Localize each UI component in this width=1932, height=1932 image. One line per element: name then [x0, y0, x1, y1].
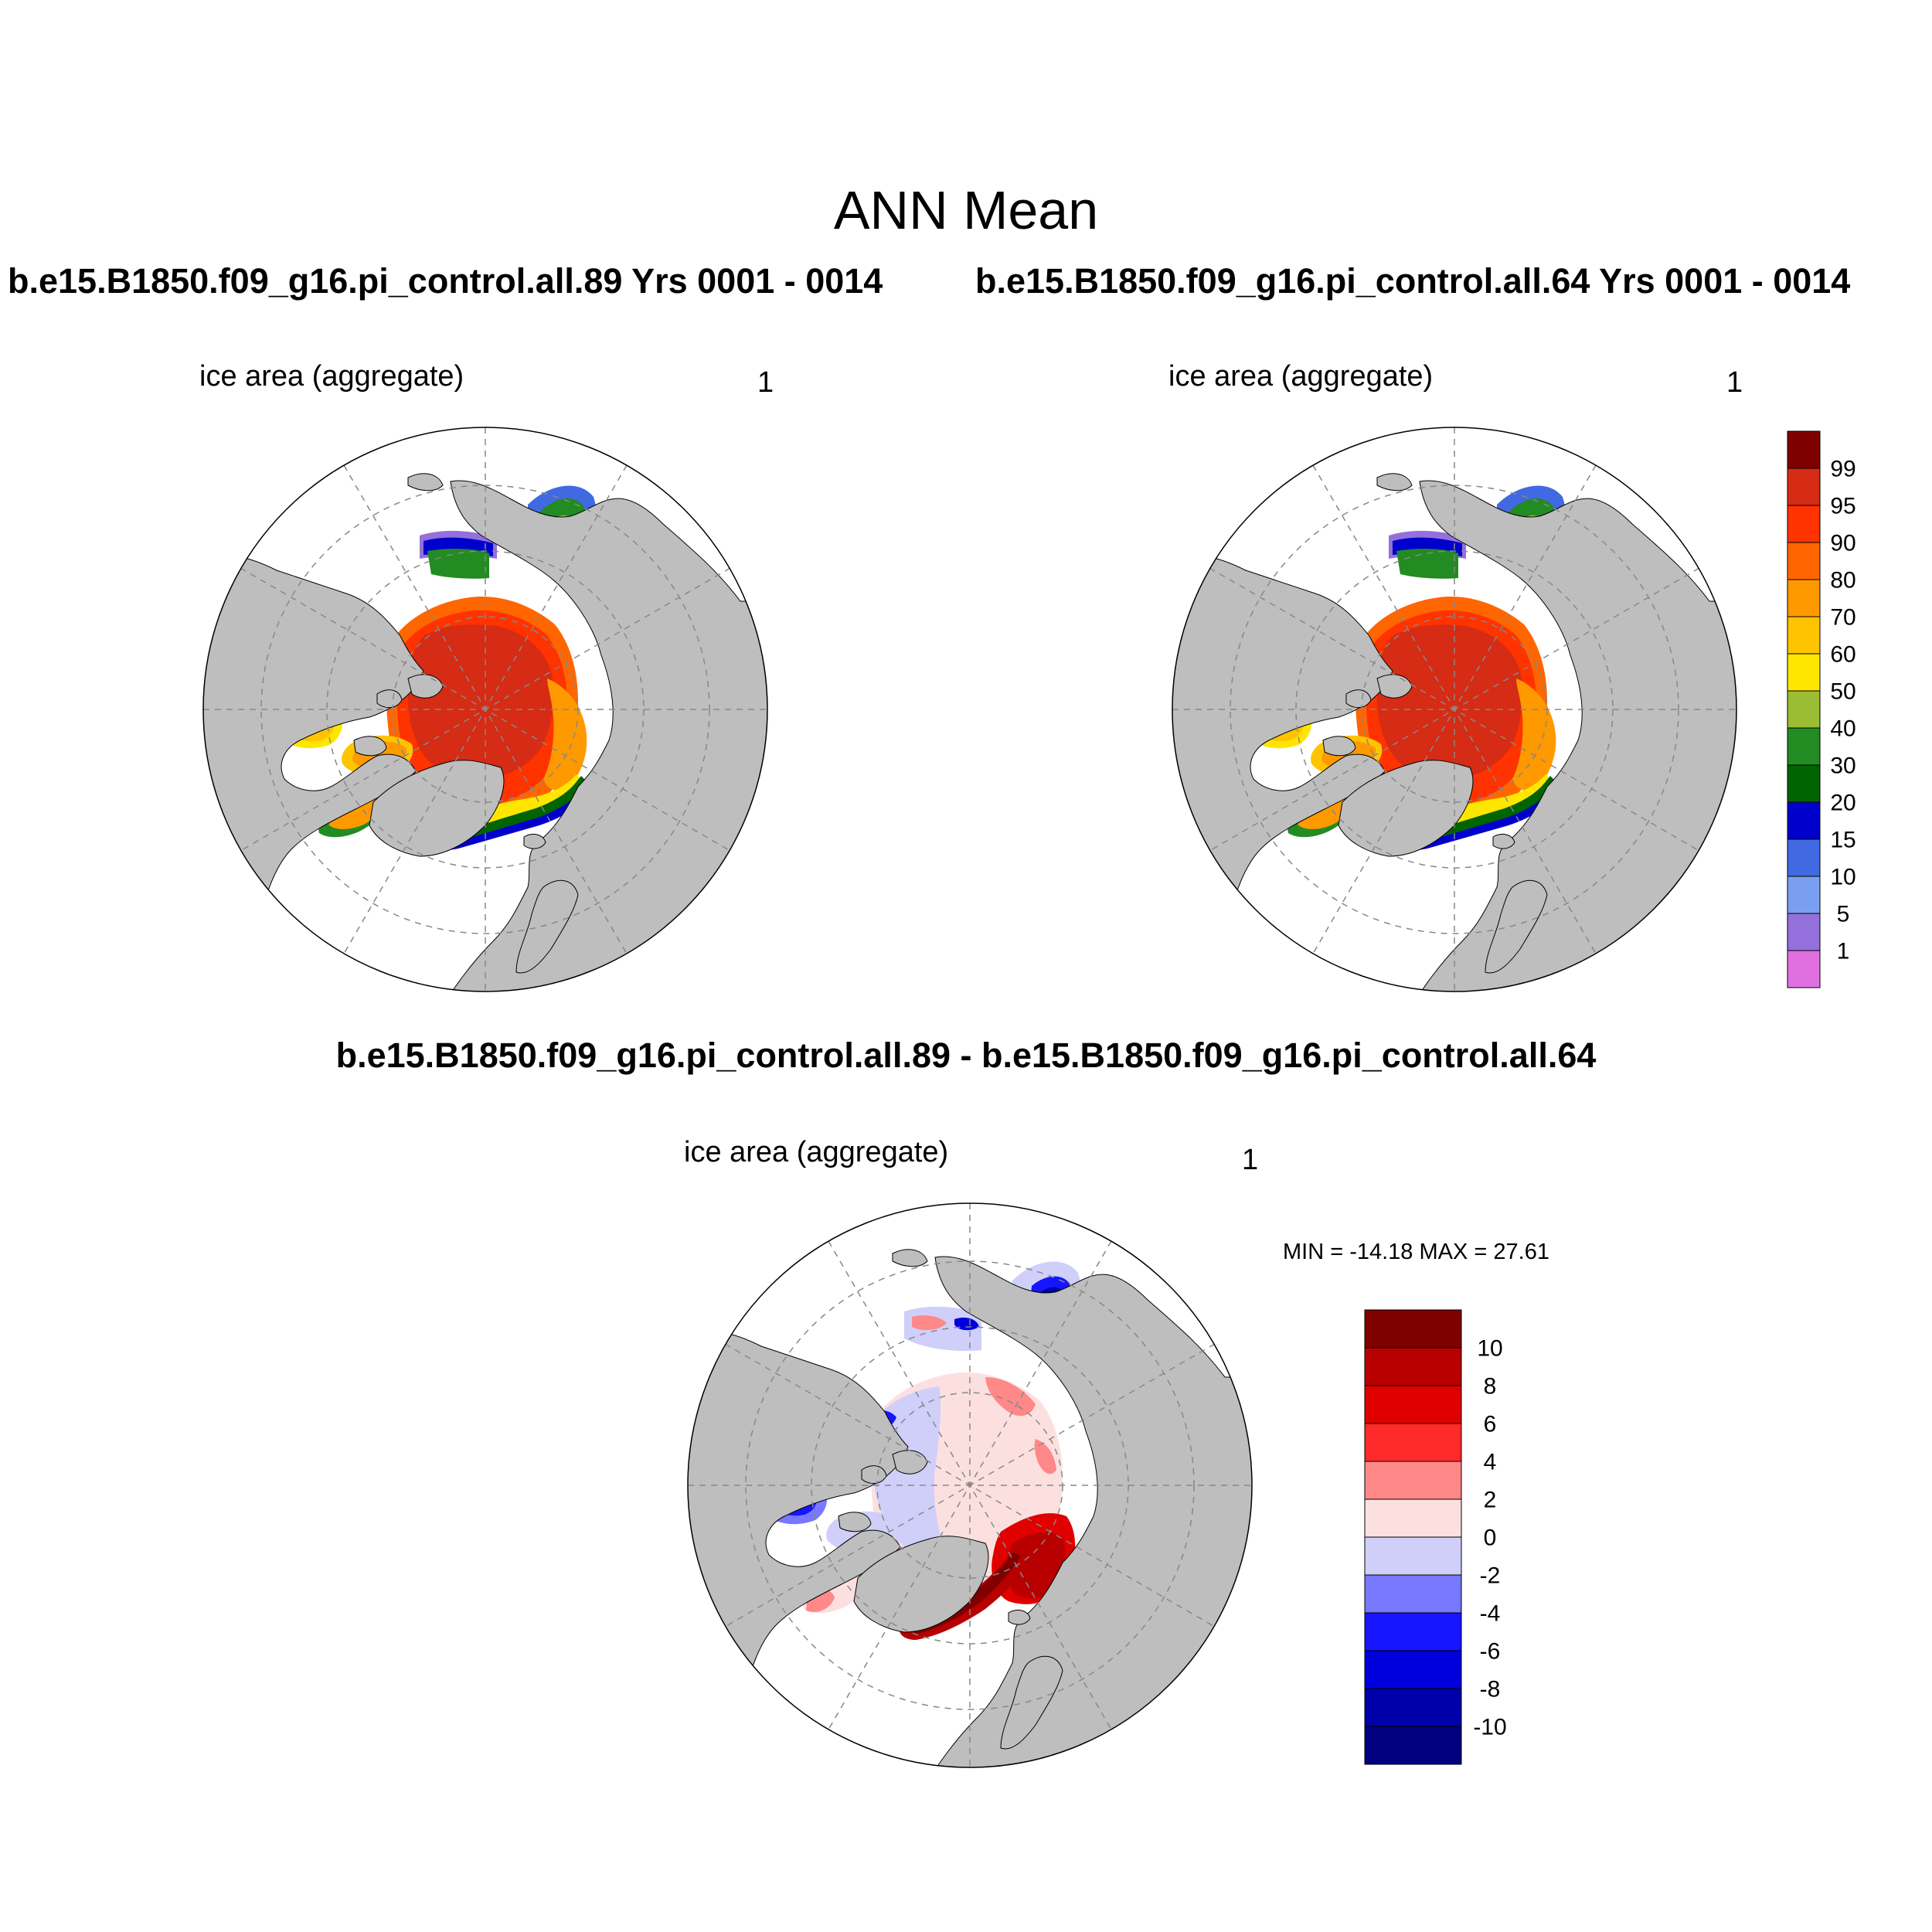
ice-colorbar-label: 50 [1830, 679, 1855, 705]
difference-variable-label: ice area (aggregate) [684, 1136, 949, 1168]
map-panel-1 [202, 427, 768, 992]
diff-colorbar-label: 2 [1484, 1488, 1497, 1513]
ice-colorbar-swatch [1787, 690, 1821, 729]
diff-colorbar-label: 6 [1484, 1412, 1497, 1437]
ice-colorbar-label: 99 [1830, 457, 1855, 482]
ice-colorbar-label: 80 [1830, 568, 1855, 594]
difference-units-label: 1 [1242, 1144, 1259, 1176]
ice-colorbar-label: 10 [1830, 865, 1855, 890]
ice-colorbar-label: 20 [1830, 791, 1855, 816]
ice-colorbar-label: 95 [1830, 494, 1855, 519]
diff-colorbar-label: -4 [1480, 1601, 1501, 1627]
ice-colorbar-swatch [1787, 913, 1821, 951]
figure-title: ANN Mean [833, 180, 1099, 240]
ice-colorbar-swatch [1787, 430, 1821, 469]
ice-colorbar-swatch [1787, 653, 1821, 692]
ice-colorbar-label: 5 [1837, 902, 1850, 927]
ice-colorbar-label: 15 [1830, 828, 1855, 853]
panel-2-title: b.e15.B1850.f09_g16.pi_control.all.64 Yr… [975, 261, 1851, 301]
diff-colorbar-label: -10 [1473, 1715, 1506, 1740]
ice-colorbar-label: 40 [1830, 716, 1855, 742]
map-difference [687, 1202, 1253, 1768]
ice-colorbar-label: 90 [1830, 531, 1855, 556]
diff-colorbar-swatch [1364, 1650, 1462, 1689]
panel-2-variable-label: ice area (aggregate) [1168, 360, 1434, 393]
ice-colorbar-label: 60 [1830, 642, 1855, 668]
panel-2-units-label: 1 [1726, 366, 1743, 399]
difference-title: b.e15.B1850.f09_g16.pi_control.all.89 - … [335, 1036, 1597, 1075]
ice-colorbar-swatch [1787, 542, 1821, 580]
ice-colorbar-label: 70 [1830, 605, 1855, 631]
diff-colorbar-label: -8 [1480, 1677, 1501, 1702]
diff-colorbar-label: -2 [1480, 1563, 1501, 1589]
diff-colorbar-label: 4 [1484, 1450, 1497, 1475]
panel-1-units-label: 1 [757, 366, 774, 399]
diff-colorbar-swatch [1364, 1309, 1462, 1349]
map-panel-2 [1172, 427, 1737, 992]
ice-area-colorbar: 99 95 90 80 70 60 50 40 30 20 15 10 5 1 [1787, 430, 1856, 988]
ice-colorbar-swatch [1787, 616, 1821, 655]
diff-colorbar-label: 10 [1477, 1336, 1502, 1362]
diff-colorbar-swatch [1364, 1347, 1462, 1386]
panel-1-variable-label: ice area (aggregate) [199, 360, 464, 393]
diff-colorbar-swatch [1364, 1385, 1462, 1424]
diff-colorbar-label: 0 [1484, 1526, 1497, 1551]
ice-colorbar-swatch [1787, 876, 1821, 914]
ice-colorbar-label: 30 [1830, 753, 1855, 779]
difference-minmax: MIN = -14.18 MAX = 27.61 [1283, 1240, 1549, 1264]
ice-colorbar-swatch [1787, 950, 1821, 988]
diff-colorbar-swatch [1364, 1726, 1462, 1765]
diff-colorbar-swatch [1364, 1461, 1462, 1500]
diff-colorbar-swatch [1364, 1423, 1462, 1462]
diff-colorbar-swatch [1364, 1536, 1462, 1576]
difference-colorbar: 10 8 6 4 2 0 -2 -4 -6 -8 -10 [1364, 1309, 1507, 1765]
ice-colorbar-label: 1 [1837, 939, 1850, 964]
ice-colorbar-swatch [1787, 801, 1821, 840]
ice-colorbar-swatch [1787, 727, 1821, 766]
ice-colorbar-swatch [1787, 468, 1821, 506]
diff-colorbar-swatch [1364, 1688, 1462, 1727]
panel-1-title: b.e15.B1850.f09_g16.pi_control.all.89 Yr… [8, 261, 883, 301]
diff-colorbar-swatch [1364, 1574, 1462, 1614]
ice-colorbar-swatch [1787, 764, 1821, 803]
diff-colorbar-swatch [1364, 1612, 1462, 1651]
ice-colorbar-swatch [1787, 579, 1821, 617]
diff-colorbar-label: 8 [1484, 1374, 1497, 1400]
ice-colorbar-swatch [1787, 838, 1821, 877]
diff-colorbar-swatch [1364, 1498, 1462, 1538]
diff-colorbar-label: -6 [1480, 1639, 1501, 1665]
ice-colorbar-swatch [1787, 505, 1821, 543]
